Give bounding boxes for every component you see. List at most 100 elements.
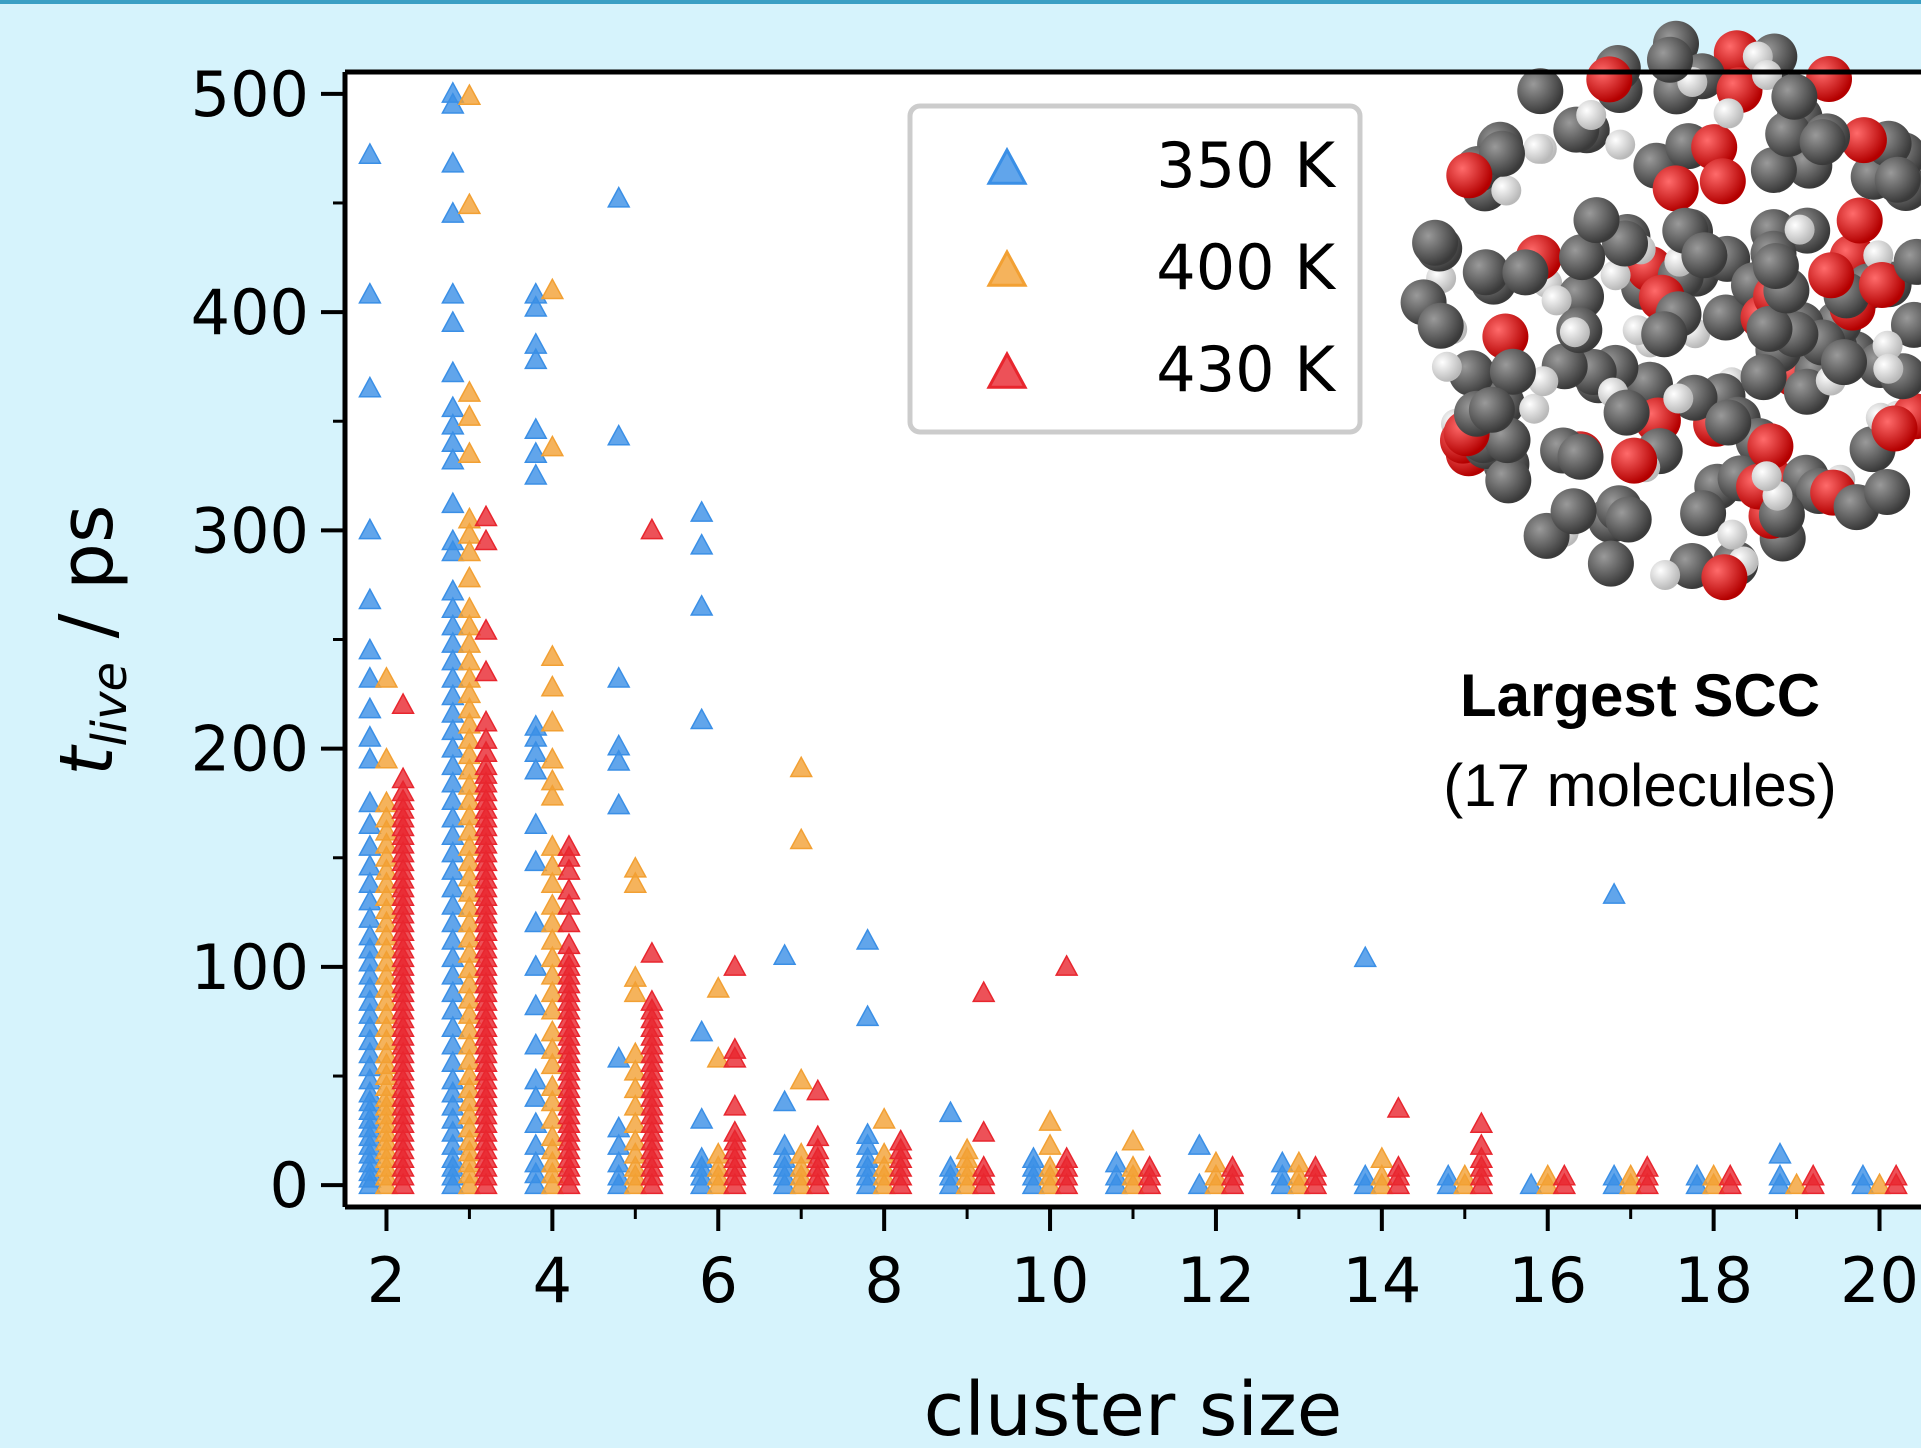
data-point-series-2 [623,1111,648,1134]
data-point-series-1 [441,753,465,776]
data-point-series-2 [374,1074,399,1096]
y-axis-ticks: 0 100 200 300 400 500 [191,58,345,1222]
data-point-series-2 [457,565,482,588]
data-point-series-1 [358,1054,382,1077]
data-point-series-2 [540,709,565,732]
data-point-series-2 [457,539,482,562]
atom-red [1808,252,1855,299]
data-point-series-2 [540,1107,565,1129]
data-point-series-3 [1469,1146,1494,1168]
data-point-series-2 [789,1142,813,1164]
data-point-series-2 [374,666,399,688]
data-point-series-1 [358,375,382,398]
data-point-series-2 [374,1015,399,1038]
data-point-series-2 [457,666,482,688]
atom-red [1840,117,1887,164]
data-point-series-1 [441,823,465,845]
data-point-series-1 [358,790,382,813]
top-border-line [0,0,1921,4]
data-point-series-1 [441,666,465,688]
data-point-series-1 [524,1111,548,1134]
data-point-series-2 [872,1155,896,1177]
data-point-series-2 [374,897,399,920]
data-point-series-3 [474,753,498,776]
data-point-series-1 [441,788,465,811]
data-point-series-1 [441,447,465,470]
data-point-series-3 [640,517,664,540]
data-point-series-2 [374,819,399,841]
atom-white [1559,317,1590,348]
data-point-series-1 [441,92,465,114]
y-tick-label: 200 [191,713,309,786]
x-tick-label: 16 [1508,1244,1587,1317]
x-tick-label: 2 [367,1244,406,1317]
data-point-series-2 [374,976,399,998]
data-point-series-2 [540,997,565,1020]
data-point-series-1 [1519,1172,1543,1195]
data-point-series-1 [358,1067,382,1090]
data-point-series-2 [457,925,482,948]
atom-red [1652,165,1699,212]
data-point-series-1 [855,1122,880,1144]
data-point-series-3 [1469,1133,1494,1155]
data-point-series-1 [524,993,548,1016]
data-point-series-2 [457,727,482,749]
data-point-series-2 [706,1155,730,1177]
atom-red [1611,437,1658,484]
data-point-series-2 [1038,1155,1062,1177]
data-point-series-2 [374,1041,399,1064]
data-point-series-2 [457,1032,482,1055]
data-point-series-2 [540,893,565,915]
data-point-series-1 [1187,1133,1212,1155]
data-point-series-1 [524,910,548,933]
data-point-series-1 [524,1032,548,1055]
y-axis-title-unit: / ps [44,504,130,662]
data-point-series-1 [441,413,465,435]
data-point-series-2 [457,757,482,780]
y-tick-label: 100 [191,931,309,1004]
atom-red [1446,152,1493,199]
legend-marker [986,146,1028,185]
data-point-series-1 [441,1050,465,1072]
atom-grey [1462,249,1509,296]
data-point-series-3 [474,618,498,640]
data-point-series-2 [540,1124,565,1147]
data-point-series-1 [772,1133,797,1155]
data-point-series-2 [623,871,648,893]
data-point-series-2 [374,936,399,959]
atom-red [1482,313,1529,360]
data-point-series-1 [441,631,465,653]
data-point-series-2 [374,1052,399,1075]
x-axis-title: cluster size [924,1367,1343,1448]
x-tick-label: 10 [1011,1244,1090,1317]
legend-marker [986,350,1028,389]
data-point-series-2 [457,522,482,544]
data-point-series-2 [457,941,482,963]
data-point-series-2 [1121,1128,1145,1151]
data-point-series-1 [855,1146,880,1168]
data-point-series-1 [607,1046,631,1068]
atom-grey [1740,354,1787,401]
data-point-series-2 [1453,1163,1477,1186]
data-point-series-1 [524,725,548,747]
atom-grey [1489,348,1536,395]
data-point-series-1 [855,1133,880,1155]
legend-items: 350 K 400 K 430 K [986,129,1336,406]
data-point-series-1 [441,1080,465,1103]
atom-red [1701,554,1748,601]
legend: 350 K 400 K 430 K [907,103,1363,435]
data-point-series-3 [1469,1111,1494,1134]
data-point-series-1 [1602,1163,1626,1186]
data-point-series-1 [358,1015,382,1038]
data-point-series-3 [1220,1155,1245,1177]
atom-grey [1681,232,1728,279]
atom-grey [1417,302,1464,349]
data-point-series-1 [689,1146,714,1168]
data-point-series-1 [441,528,465,551]
data-point-series-2 [540,910,565,933]
data-point-series-2 [623,1155,648,1177]
data-point-series-2 [457,880,482,902]
data-point-series-2 [1701,1163,1726,1186]
data-point-series-2 [1287,1150,1311,1173]
